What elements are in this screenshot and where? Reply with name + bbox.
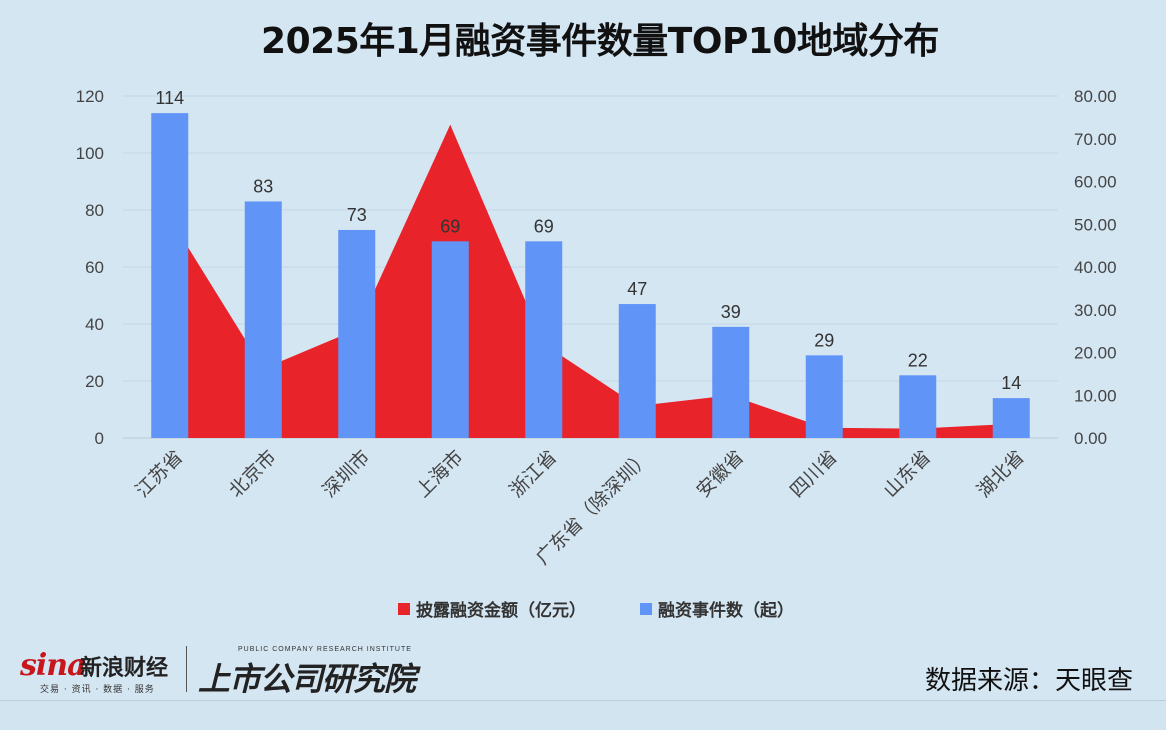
institute-name: 上市公司研究院	[198, 654, 415, 700]
left-tick-label: 100	[76, 144, 104, 163]
right-tick-label: 50.00	[1074, 215, 1117, 234]
category-label-5: 浙江省	[505, 446, 561, 502]
bar-3	[338, 230, 375, 438]
category-label-7: 安徽省	[692, 446, 748, 502]
category-label-9: 山东省	[879, 446, 935, 502]
data-source: 数据来源：天眼查	[925, 660, 1133, 697]
left-tick-label: 60	[85, 258, 104, 277]
sina-finance-name: 新浪财经	[80, 650, 168, 682]
logo-divider	[186, 646, 187, 692]
legend-label-count: 融资事件数（起）	[658, 600, 794, 621]
institute-tagline: PUBLIC COMPANY RESEARCH INSTITUTE	[238, 646, 412, 653]
right-tick-label: 0.00	[1074, 429, 1107, 448]
area-series-amount	[170, 125, 1012, 438]
legend: 披露融资金额（亿元） 融资事件数（起）	[398, 600, 794, 621]
category-axis: 江苏省北京市深圳市上海市浙江省广东省（除深圳）安徽省四川省山东省湖北省	[131, 446, 1028, 569]
bar-4	[432, 241, 469, 438]
right-axis: 0.00 10.00 20.00 30.00 40.00 50.00 60.00 70.00 8…	[1074, 87, 1117, 448]
bar-10	[993, 398, 1030, 438]
right-tick-label: 40.00	[1074, 258, 1117, 277]
right-tick-label: 80.00	[1074, 87, 1117, 106]
bar-8	[806, 355, 843, 438]
category-label-8: 四川省	[786, 446, 842, 502]
bar-7	[712, 327, 749, 438]
category-label-3: 深圳市	[318, 446, 374, 502]
area-series-fill	[170, 125, 1012, 438]
footer: sina 新浪财经 交易 · 资讯 · 数据 · 服务 PUBLIC COMPA…	[0, 638, 1166, 700]
right-tick-label: 70.00	[1074, 130, 1117, 149]
legend-label-amount: 披露融资金额（亿元）	[416, 600, 586, 621]
bottom-strip	[0, 700, 1166, 730]
institute-logo: PUBLIC COMPANY RESEARCH INSTITUTE 上市公司研究…	[198, 640, 418, 696]
right-tick-label: 10.00	[1074, 386, 1117, 405]
right-tick-label: 60.00	[1074, 173, 1117, 192]
category-label-2: 北京市	[225, 446, 281, 502]
data-label-5: 69	[534, 216, 554, 236]
left-tick-label: 80	[85, 201, 104, 220]
data-label-9: 22	[908, 350, 928, 370]
data-label-2: 83	[253, 176, 273, 196]
data-label-4: 69	[440, 216, 460, 236]
right-tick-label: 30.00	[1074, 301, 1117, 320]
left-axis: 0 20 40 60 80 100 120	[76, 87, 104, 448]
bar-5	[525, 241, 562, 438]
chart-canvas: 114 83 73 69 69 47 39 29 22 14 0 20 40 60 80 100 120 0.…	[0, 0, 1166, 640]
bar-2	[245, 201, 282, 438]
sina-finance-logo: sina 新浪财经 交易 · 资讯 · 数据 · 服务	[20, 646, 190, 696]
data-label-6: 47	[627, 279, 647, 299]
sina-tagline: 交易 · 资讯 · 数据 · 服务	[40, 682, 155, 695]
category-label-1: 江苏省	[131, 446, 187, 502]
left-tick-label: 20	[85, 372, 104, 391]
data-label-10: 14	[1001, 373, 1021, 393]
category-label-10: 湖北省	[973, 446, 1029, 502]
legend-swatch-count	[640, 603, 652, 615]
right-tick-label: 20.00	[1074, 344, 1117, 363]
left-tick-label: 120	[76, 87, 104, 106]
left-tick-label: 0	[95, 429, 104, 448]
data-label-3: 73	[347, 205, 367, 225]
legend-swatch-amount	[398, 603, 410, 615]
bar-6	[619, 304, 656, 438]
bar-1	[151, 113, 188, 438]
category-label-4: 上海市	[412, 446, 468, 502]
data-label-8: 29	[814, 330, 834, 350]
left-tick-label: 40	[85, 315, 104, 334]
bar-9	[899, 375, 936, 438]
data-label-7: 39	[721, 302, 741, 322]
data-labels: 114 83 73 69 69 47 39 29 22 14	[155, 88, 1021, 393]
sina-brand: sina	[20, 648, 86, 683]
data-label-1: 114	[155, 88, 184, 108]
